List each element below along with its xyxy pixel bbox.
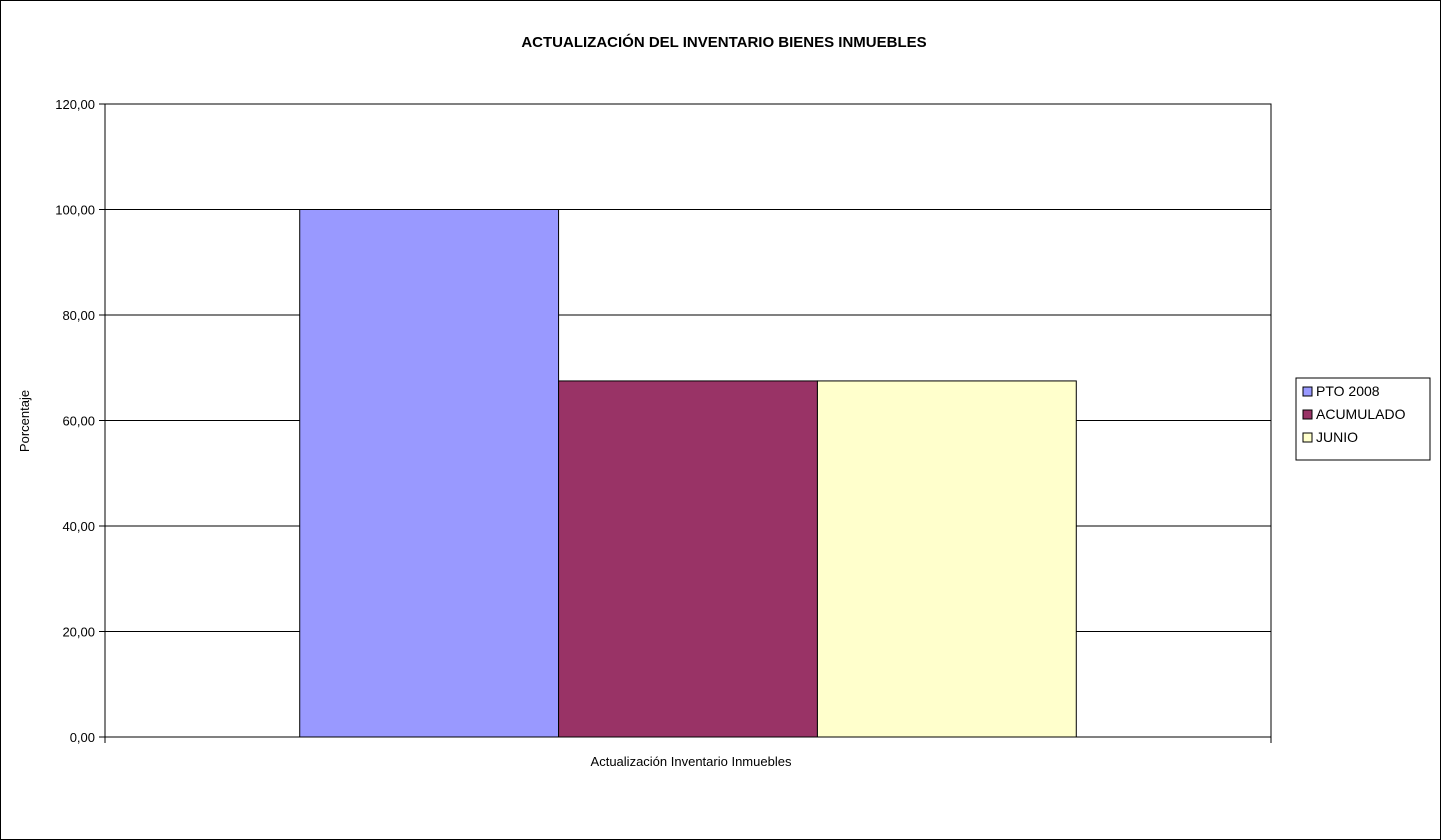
x-category-label: Actualización Inventario Inmuebles xyxy=(591,754,792,769)
legend-box xyxy=(1295,377,1431,461)
y-tick-label: 100,00 xyxy=(55,203,95,218)
legend-label: PTO 2008 xyxy=(1316,383,1380,399)
legend-label: JUNIO xyxy=(1316,429,1358,445)
bar-junio xyxy=(816,380,1077,738)
legend-swatch xyxy=(1302,432,1313,443)
y-tick-label: 40,00 xyxy=(62,519,95,534)
y-tick-label: 20,00 xyxy=(62,625,95,640)
plot-area: 0,00 20,00 40,00 60,00 80,00 100,00 120,00 xyxy=(55,97,1272,745)
y-tick-label: 80,00 xyxy=(62,308,95,323)
legend-label: ACUMULADO xyxy=(1316,406,1406,422)
y-axis-label: Porcentaje xyxy=(17,390,32,452)
legend: PTO 2008 ACUMULADO JUNIO xyxy=(1295,377,1431,461)
legend-swatch xyxy=(1302,409,1313,420)
legend-swatch xyxy=(1302,386,1313,397)
bar-chart: ACTUALIZACIÓN DEL INVENTARIO BIENES INMU… xyxy=(17,33,1431,769)
y-tick-label: 120,00 xyxy=(55,97,95,112)
chart-title: ACTUALIZACIÓN DEL INVENTARIO BIENES INMU… xyxy=(521,33,926,51)
y-tick-label: 0,00 xyxy=(70,730,95,745)
bar-pto-2008 xyxy=(299,209,560,738)
bar-acumulado xyxy=(558,380,818,738)
y-tick-label: 60,00 xyxy=(62,414,95,429)
